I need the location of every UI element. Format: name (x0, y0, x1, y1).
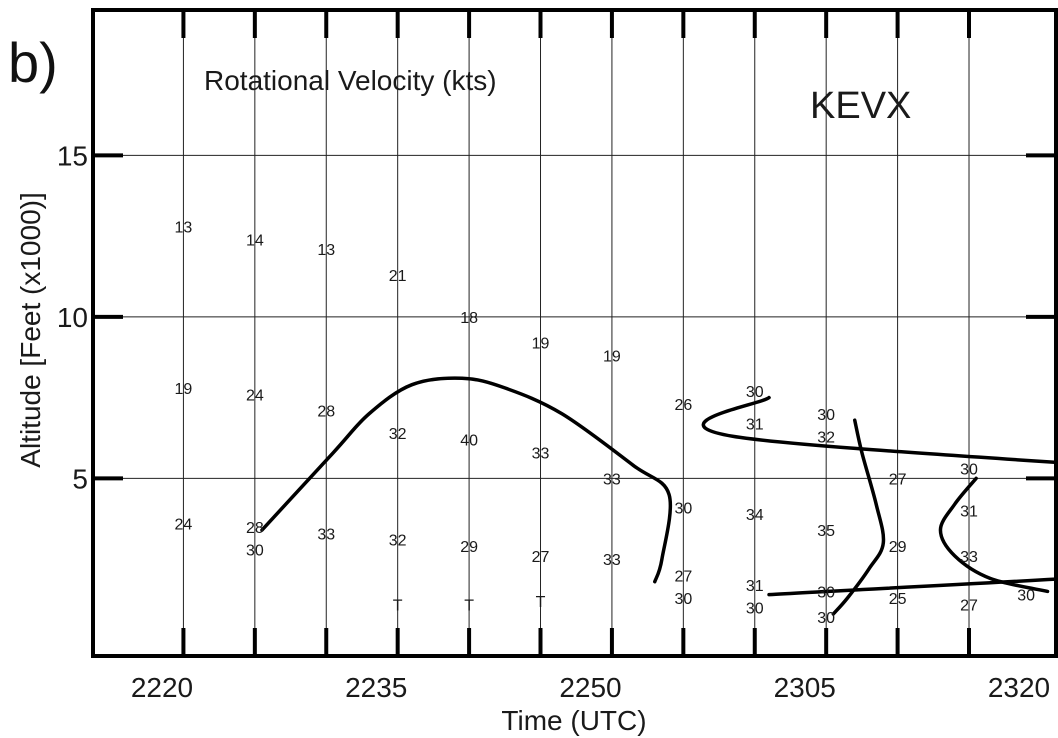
velocity-value: 27 (674, 568, 692, 585)
velocity-value: 21 (389, 268, 407, 285)
velocity-value: T (536, 594, 546, 611)
x-tick-label: 2235 (345, 672, 407, 703)
y-tick-label: 5 (72, 463, 88, 494)
velocity-value: 33 (317, 526, 335, 543)
velocity-value: 31 (746, 416, 764, 433)
velocity-value: 30 (246, 542, 264, 559)
velocity-values: 13 19 24 14 24 28 30 13 28 33 21 32 32 T 18 40 29 T 19 33 27… (175, 219, 1036, 627)
y-tick-label: 10 (57, 302, 88, 333)
grid-lines (93, 10, 1056, 656)
velocity-value: 18 (460, 310, 478, 327)
contour-line-30-kts (701, 395, 1058, 597)
velocity-value: 33 (603, 471, 621, 488)
velocity-value: 29 (889, 539, 907, 556)
y-tick-labels: 5 10 15 (57, 140, 88, 494)
velocity-value: 30 (960, 462, 978, 479)
velocity-value: 30 (674, 500, 692, 517)
x-tick-label: 2220 (131, 672, 193, 703)
velocity-value: 27 (532, 549, 550, 566)
velocity-value: 33 (603, 552, 621, 569)
velocity-value: 33 (960, 549, 978, 566)
y-axis-label: Altitude [Feet (x1000)] (15, 192, 46, 467)
x-tick-label: 2305 (774, 672, 836, 703)
velocity-value: 27 (889, 471, 907, 488)
plot-frame (91, 8, 1058, 658)
x-tick-label: 2250 (559, 672, 621, 703)
velocity-value: 28 (246, 520, 264, 537)
x-axis-label: Time (UTC) (501, 705, 646, 736)
velocity-value: 30 (817, 584, 835, 601)
velocity-value: 27 (960, 597, 978, 614)
panel-label: b) (8, 31, 58, 94)
velocity-value: 24 (175, 517, 193, 534)
velocity-value: 31 (960, 504, 978, 521)
velocity-value: 32 (389, 533, 407, 550)
velocity-value: 19 (175, 381, 193, 398)
velocity-value: 30 (1017, 588, 1035, 605)
velocity-value: 34 (746, 507, 764, 524)
velocity-value: 35 (817, 523, 835, 540)
x-tick-labels: 2220 2235 2250 2305 2320 (131, 672, 1050, 703)
velocity-value: 19 (603, 349, 621, 366)
radar-station-label: KEVX (810, 85, 911, 127)
velocity-value: 24 (246, 387, 264, 404)
velocity-value: 14 (246, 232, 264, 249)
velocity-value: 25 (889, 591, 907, 608)
velocity-value: 29 (460, 539, 478, 556)
velocity-value: 30 (817, 610, 835, 627)
axis-tick-marks (93, 10, 1056, 656)
velocity-value: 13 (317, 242, 335, 259)
velocity-value: 19 (532, 336, 550, 353)
velocity-value: 30 (674, 591, 692, 608)
velocity-value: 40 (460, 433, 478, 450)
velocity-value: 30 (746, 601, 764, 618)
chart-title: Rotational Velocity (kts) (204, 65, 497, 96)
velocity-value: 28 (317, 404, 335, 421)
velocity-value: T (393, 597, 403, 614)
contour-line-30-kts (260, 376, 673, 584)
velocity-value: 30 (746, 384, 764, 401)
contour-line-30-kts (831, 418, 886, 616)
velocity-value: 32 (817, 429, 835, 446)
velocity-value: T (464, 597, 474, 614)
velocity-value: 13 (175, 219, 193, 236)
velocity-value: 30 (817, 407, 835, 424)
y-tick-label: 15 (57, 140, 88, 171)
velocity-value: 32 (389, 426, 407, 443)
x-tick-label: 2320 (988, 672, 1050, 703)
velocity-value: 26 (674, 397, 692, 414)
velocity-value: 33 (532, 446, 550, 463)
velocity-value: 31 (746, 578, 764, 595)
contour-line-30-kts (938, 476, 1050, 594)
velocity-contours (260, 376, 1058, 616)
